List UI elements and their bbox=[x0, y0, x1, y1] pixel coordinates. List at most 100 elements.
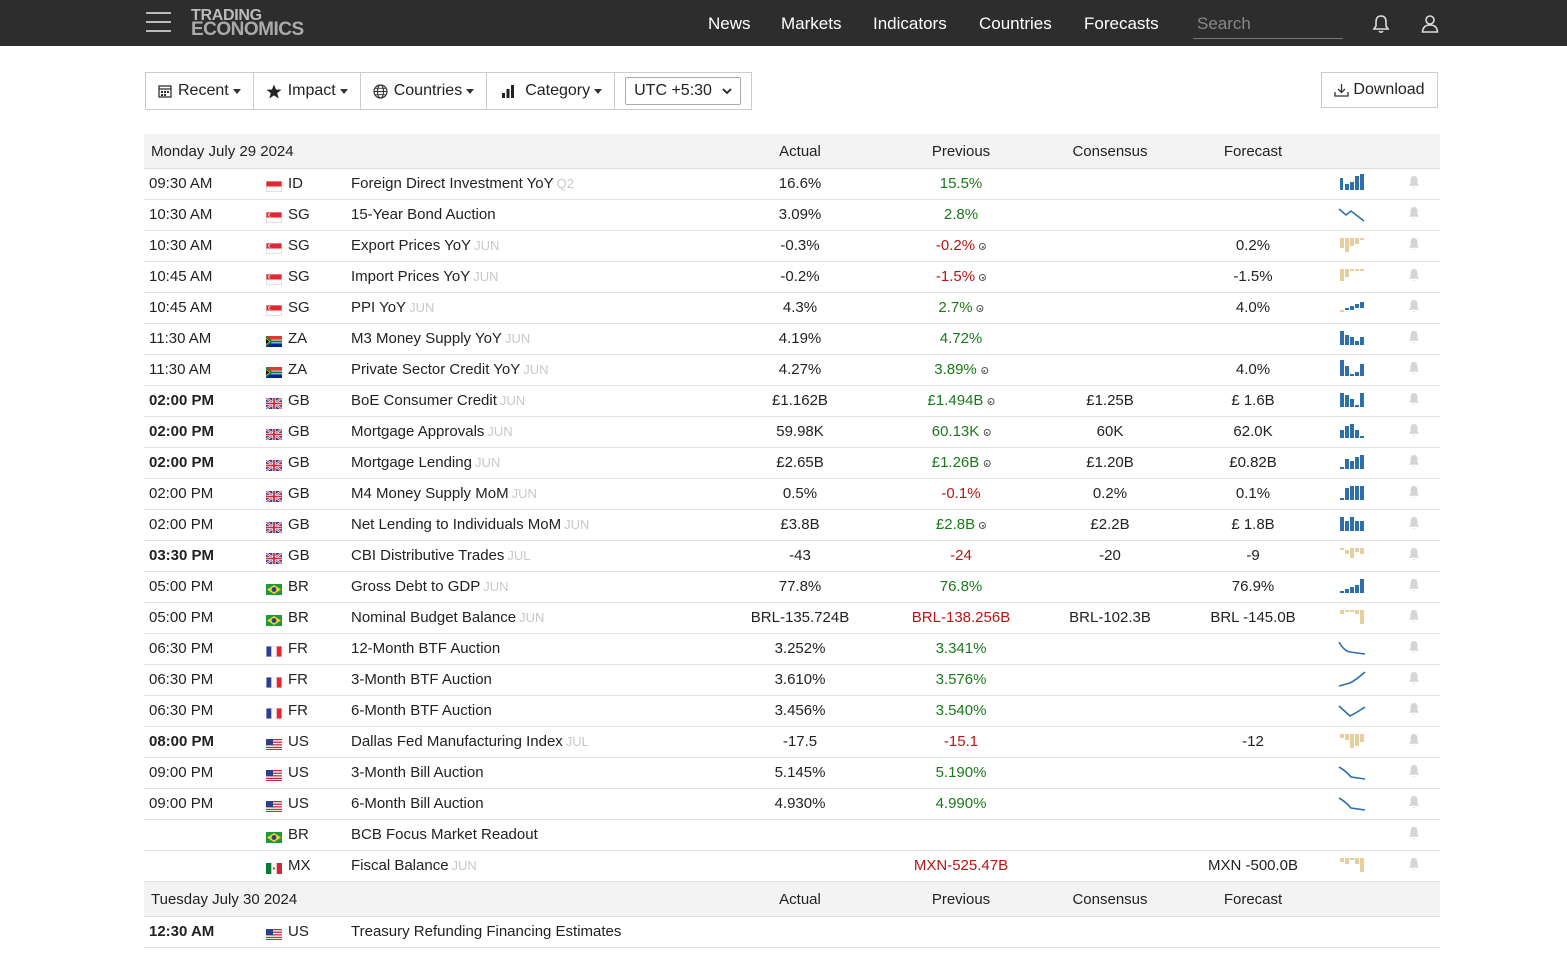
event-title[interactable]: Mortgage Lending bbox=[351, 454, 472, 471]
sparkline-chart[interactable] bbox=[1338, 670, 1368, 692]
alert-bell-icon[interactable] bbox=[1408, 578, 1420, 596]
table-row[interactable]: 06:30 PM FR 12-Month BTF Auction 3.252% 3.34… bbox=[144, 634, 1440, 665]
table-row[interactable]: 11:30 AM ZA M3 Money Supply YoY JUN 4.19% 4.7… bbox=[144, 324, 1440, 355]
table-row[interactable]: 10:45 AM SG PPI YoY JUN 4.3% 2.7% 4.0% bbox=[144, 293, 1440, 324]
event-name[interactable]: 12-Month BTF Auction bbox=[351, 640, 500, 657]
search-input[interactable]: Search bbox=[1193, 11, 1343, 39]
sparkline-chart[interactable] bbox=[1338, 174, 1368, 196]
table-row[interactable]: 02:00 PM GB Mortgage Lending JUN £2.65B £1.26… bbox=[144, 448, 1440, 479]
table-row[interactable]: 09:00 PM US 3-Month Bill Auction 5.145% 5.19… bbox=[144, 758, 1440, 789]
event-name[interactable]: PPI YoY JUN bbox=[351, 299, 434, 316]
event-title[interactable]: 3-Month Bill Auction bbox=[351, 764, 484, 781]
alert-bell-icon[interactable] bbox=[1408, 640, 1420, 658]
alert-bell-icon[interactable] bbox=[1408, 702, 1420, 720]
event-title[interactable]: M3 Money Supply YoY bbox=[351, 330, 502, 347]
notifications-bell-icon[interactable] bbox=[1372, 14, 1390, 34]
event-name[interactable]: 15-Year Bond Auction bbox=[351, 206, 496, 223]
sparkline-chart[interactable] bbox=[1338, 856, 1368, 878]
event-title[interactable]: PPI YoY bbox=[351, 299, 407, 316]
country-code[interactable]: US bbox=[288, 764, 309, 781]
event-name[interactable]: Treasury Refunding Financing Estimates bbox=[351, 923, 621, 940]
event-title[interactable]: Foreign Direct Investment YoY bbox=[351, 175, 554, 192]
event-title[interactable]: Fiscal Balance bbox=[351, 857, 449, 874]
alert-bell-icon[interactable] bbox=[1408, 671, 1420, 689]
table-row[interactable]: 08:00 PM US Dallas Fed Manufacturing Index… bbox=[144, 727, 1440, 758]
table-row[interactable]: 02:00 PM GB Mortgage Approvals JUN 59.98K 60.… bbox=[144, 417, 1440, 448]
nav-news[interactable]: News bbox=[708, 14, 751, 33]
event-name[interactable]: Mortgage Lending JUN bbox=[351, 454, 500, 471]
event-title[interactable]: 12-Month BTF Auction bbox=[351, 640, 501, 657]
category-dropdown[interactable]: Category bbox=[487, 73, 616, 109]
event-name[interactable]: M4 Money Supply MoM JUN bbox=[351, 485, 537, 502]
country-code[interactable]: GB bbox=[288, 485, 310, 502]
alert-bell-icon[interactable] bbox=[1408, 206, 1420, 224]
alert-bell-icon[interactable] bbox=[1408, 237, 1420, 255]
site-logo[interactable]: TRADING ECONOMICS bbox=[191, 8, 304, 40]
country-code[interactable]: SG bbox=[288, 206, 310, 223]
event-title[interactable]: BCB Focus Market Readout bbox=[351, 826, 538, 843]
event-title[interactable]: 15-Year Bond Auction bbox=[351, 206, 496, 223]
alert-bell-icon[interactable] bbox=[1408, 609, 1420, 627]
event-name[interactable]: Net Lending to Individuals MoM JUN bbox=[351, 516, 589, 533]
event-title[interactable]: Export Prices YoY bbox=[351, 237, 472, 254]
event-title[interactable]: Private Sector Credit YoY bbox=[351, 361, 521, 378]
sparkline-chart[interactable] bbox=[1338, 546, 1368, 568]
sparkline-chart[interactable] bbox=[1338, 732, 1368, 754]
alert-bell-icon[interactable] bbox=[1408, 547, 1420, 565]
table-row[interactable]: BR BCB Focus Market Readout bbox=[144, 820, 1440, 851]
timezone-select[interactable]: UTC +5:30 bbox=[625, 77, 741, 105]
country-code[interactable]: ZA bbox=[288, 361, 308, 378]
sparkline-chart[interactable] bbox=[1338, 701, 1368, 723]
sparkline-chart[interactable] bbox=[1338, 515, 1368, 537]
event-title[interactable]: CBI Distributive Trades bbox=[351, 547, 505, 564]
table-row[interactable]: 11:30 AM ZA Private Sector Credit YoY JUN 4.… bbox=[144, 355, 1440, 386]
country-code[interactable]: FR bbox=[288, 702, 308, 719]
table-row[interactable]: 06:30 PM FR 3-Month BTF Auction 3.610% 3.576… bbox=[144, 665, 1440, 696]
event-name[interactable]: Export Prices YoY JUN bbox=[351, 237, 499, 254]
alert-bell-icon[interactable] bbox=[1408, 330, 1420, 348]
event-title[interactable]: Treasury Refunding Financing Estimates bbox=[351, 923, 622, 940]
event-title[interactable]: Nominal Budget Balance bbox=[351, 609, 517, 626]
alert-bell-icon[interactable] bbox=[1408, 733, 1420, 751]
event-name[interactable]: Gross Debt to GDP JUN bbox=[351, 578, 509, 595]
alert-bell-icon[interactable] bbox=[1408, 454, 1420, 472]
table-row[interactable]: 05:00 PM BR Nominal Budget Balance JUN BRL-1… bbox=[144, 603, 1440, 634]
alert-bell-icon[interactable] bbox=[1408, 516, 1420, 534]
event-name[interactable]: 6-Month Bill Auction bbox=[351, 795, 484, 812]
nav-forecasts[interactable]: Forecasts bbox=[1084, 14, 1159, 33]
event-name[interactable]: 3-Month Bill Auction bbox=[351, 764, 484, 781]
sparkline-chart[interactable] bbox=[1338, 484, 1368, 506]
country-code[interactable]: SG bbox=[288, 299, 310, 316]
country-code[interactable]: FR bbox=[288, 640, 308, 657]
country-code[interactable]: ZA bbox=[288, 330, 308, 347]
sparkline-chart[interactable] bbox=[1338, 639, 1368, 661]
sparkline-chart[interactable] bbox=[1338, 236, 1368, 258]
alert-bell-icon[interactable] bbox=[1408, 361, 1420, 379]
alert-bell-icon[interactable] bbox=[1408, 485, 1420, 503]
sparkline-chart[interactable] bbox=[1338, 422, 1368, 444]
event-name[interactable]: Import Prices YoY JUN bbox=[351, 268, 499, 285]
event-name[interactable]: BoE Consumer Credit JUN bbox=[351, 392, 525, 409]
table-row[interactable]: 02:00 PM GB BoE Consumer Credit JUN £1.162B £… bbox=[144, 386, 1440, 417]
sparkline-chart[interactable] bbox=[1338, 205, 1368, 227]
event-name[interactable]: Fiscal Balance JUN bbox=[351, 857, 477, 874]
event-title[interactable]: 6-Month Bill Auction bbox=[351, 795, 484, 812]
event-title[interactable]: 3-Month BTF Auction bbox=[351, 671, 492, 688]
sparkline-chart[interactable] bbox=[1338, 794, 1368, 816]
event-name[interactable]: CBI Distributive Trades JUL bbox=[351, 547, 531, 564]
sparkline-chart[interactable] bbox=[1338, 391, 1368, 413]
event-name[interactable]: Foreign Direct Investment YoY Q2 bbox=[351, 175, 574, 192]
table-row[interactable]: 09:30 AM ID Foreign Direct Investment YoY Q… bbox=[144, 169, 1440, 200]
nav-markets[interactable]: Markets bbox=[781, 14, 842, 33]
country-code[interactable]: BR bbox=[288, 826, 309, 843]
country-code[interactable]: FR bbox=[288, 671, 308, 688]
download-button[interactable]: Download bbox=[1321, 72, 1438, 108]
country-code[interactable]: US bbox=[288, 733, 309, 750]
table-row[interactable]: 10:30 AM SG Export Prices YoY JUN -0.3% -0.2%… bbox=[144, 231, 1440, 262]
nav-indicators[interactable]: Indicators bbox=[873, 14, 947, 33]
table-row[interactable]: 02:00 PM GB M4 Money Supply MoM JUN 0.5% -0.1… bbox=[144, 479, 1440, 510]
alert-bell-icon[interactable] bbox=[1408, 857, 1420, 875]
country-code[interactable]: SG bbox=[288, 237, 310, 254]
event-name[interactable]: Dallas Fed Manufacturing Index JUL bbox=[351, 733, 589, 750]
country-code[interactable]: MX bbox=[288, 857, 311, 874]
